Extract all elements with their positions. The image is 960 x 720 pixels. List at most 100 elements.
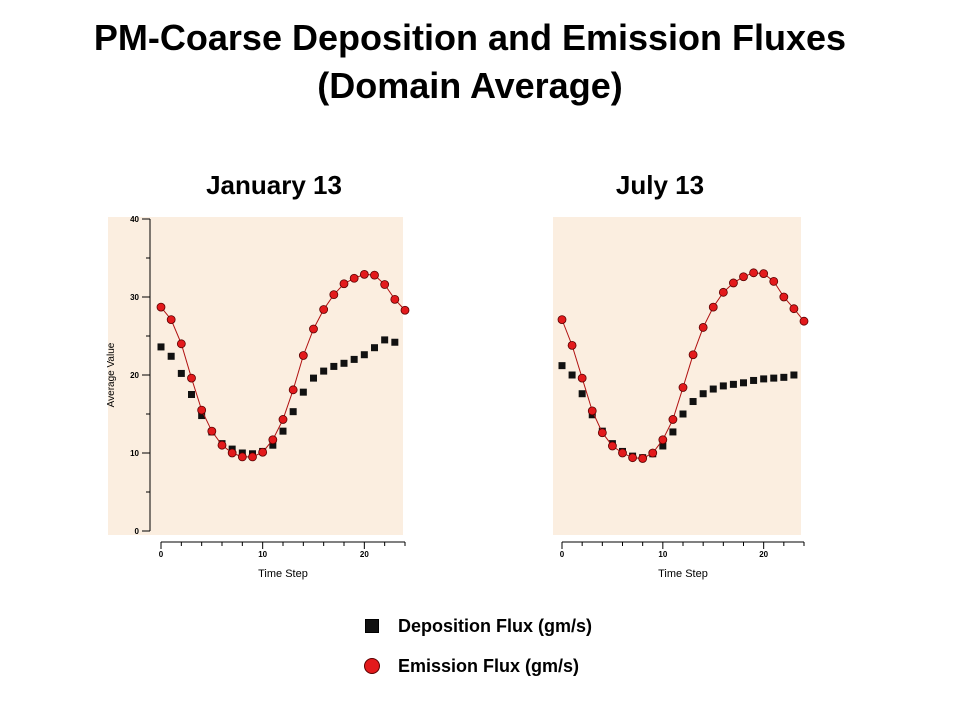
emission-point (779, 292, 789, 302)
emission-point (789, 304, 799, 314)
deposition-point (669, 428, 677, 436)
emission-point (749, 268, 758, 278)
emission-point (688, 350, 698, 360)
emission-point (608, 441, 617, 451)
emission-point (319, 305, 329, 314)
deposition-point (320, 367, 328, 375)
emission-point (729, 278, 738, 288)
emission-point (668, 415, 678, 424)
emission-point (759, 269, 769, 278)
x-tick-label: 0 (159, 550, 164, 559)
emission-point (577, 373, 587, 383)
x-axis-label: Time Step (658, 568, 708, 580)
emission-point (288, 385, 298, 395)
emission-point (197, 405, 207, 415)
deposition-point (340, 359, 348, 367)
deposition-point (659, 442, 667, 450)
legend-label-emission: Emission Flux (gm/s) (398, 655, 580, 676)
chart-title-january: January 13 (206, 170, 342, 200)
emission-point (370, 270, 379, 280)
deposition-point (729, 380, 737, 388)
title-line-2: (Domain Average) (317, 65, 623, 106)
deposition-point (310, 374, 317, 382)
chart-july: 0 10 20 Time Step (553, 217, 809, 580)
deposition-point (699, 390, 707, 398)
circle-marker-icon (360, 654, 384, 678)
emission-point (329, 290, 339, 300)
y-tick-label: 10 (130, 449, 139, 458)
emission-point (718, 287, 728, 297)
emission-point (618, 448, 627, 458)
emission-point (298, 351, 308, 360)
deposition-point (391, 338, 399, 346)
deposition-point (689, 398, 697, 406)
deposition-point (770, 374, 778, 382)
deposition-point (740, 379, 747, 387)
square-marker-icon (360, 614, 384, 638)
deposition-point (188, 391, 195, 398)
emission-point (380, 280, 390, 289)
deposition-point (790, 371, 798, 379)
emission-point (567, 340, 577, 350)
chart-january: 0 10 20 30 40 Average Value 0 10 20 Time Step (106, 215, 410, 580)
y-axis-label: Average Value (106, 342, 117, 407)
emission-point (698, 323, 708, 332)
deposition-point (299, 388, 307, 396)
emission-point (309, 324, 318, 334)
x-tick-label: 10 (258, 550, 267, 559)
legend-item-deposition: Deposition Flux (gm/s) (360, 606, 592, 646)
deposition-point (360, 351, 368, 359)
y-tick-label: 40 (130, 215, 139, 224)
emission-point (156, 302, 166, 312)
deposition-point (558, 362, 566, 370)
legend-item-emission: Emission Flux (gm/s) (360, 646, 592, 686)
deposition-point (167, 352, 175, 360)
page-title: PM-Coarse Deposition and Emission Fluxes… (0, 14, 940, 110)
y-tick-label: 30 (130, 293, 139, 302)
deposition-point (780, 373, 788, 381)
emission-point (359, 269, 369, 279)
deposition-point (578, 390, 586, 398)
emission-point (237, 452, 247, 462)
deposition-point (198, 412, 206, 420)
emission-point (207, 426, 217, 436)
emission-point (390, 294, 400, 304)
emission-point (658, 435, 668, 445)
emission-point (166, 315, 176, 325)
deposition-point (289, 408, 297, 416)
emission-point (268, 435, 278, 445)
x-tick-label: 10 (658, 550, 667, 559)
deposition-point (568, 371, 576, 379)
deposition-point (350, 355, 358, 363)
emission-point (349, 273, 359, 283)
emission-point (769, 277, 779, 286)
plot-area (553, 217, 801, 535)
emission-point (176, 339, 186, 349)
emission-point (799, 316, 809, 326)
emission-point (708, 302, 718, 312)
emission-point (557, 315, 567, 325)
x-tick-label: 20 (759, 550, 768, 559)
deposition-point (269, 441, 277, 449)
emission-point (278, 415, 288, 424)
emission-point (587, 406, 597, 416)
deposition-point (750, 376, 758, 384)
legend: Deposition Flux (gm/s) Emission Flux (gm… (360, 606, 592, 686)
x-axis-label: Time Step (258, 568, 308, 580)
y-tick-label: 20 (130, 371, 139, 380)
deposition-point (760, 375, 768, 383)
emission-point (217, 440, 227, 450)
emission-point (597, 428, 607, 438)
chart-title-july: July 13 (615, 170, 705, 200)
deposition-point (371, 344, 378, 352)
deposition-point (279, 427, 287, 435)
emission-point (187, 373, 196, 383)
deposition-point (330, 362, 338, 370)
emission-point (248, 452, 257, 462)
x-tick-label: 0 (560, 550, 565, 559)
emission-point (227, 448, 237, 458)
deposition-point (719, 382, 727, 390)
emission-point (678, 383, 688, 392)
legend-label-deposition: Deposition Flux (gm/s) (398, 615, 593, 636)
emission-point (648, 448, 658, 458)
